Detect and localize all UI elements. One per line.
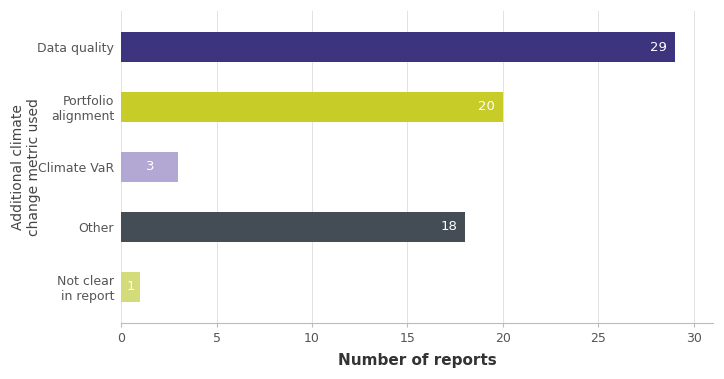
Bar: [121, 272, 140, 302]
Bar: [121, 212, 465, 242]
Y-axis label: Additional climate
change metric used: Additional climate change metric used: [11, 98, 41, 236]
Text: 3: 3: [146, 160, 154, 173]
Bar: [121, 92, 503, 122]
Text: 18: 18: [440, 220, 457, 233]
X-axis label: Number of reports: Number of reports: [337, 353, 497, 368]
Text: 1: 1: [127, 280, 135, 293]
Text: 29: 29: [650, 41, 667, 53]
Bar: [121, 32, 675, 62]
Bar: [121, 152, 178, 182]
Text: 20: 20: [479, 100, 495, 113]
